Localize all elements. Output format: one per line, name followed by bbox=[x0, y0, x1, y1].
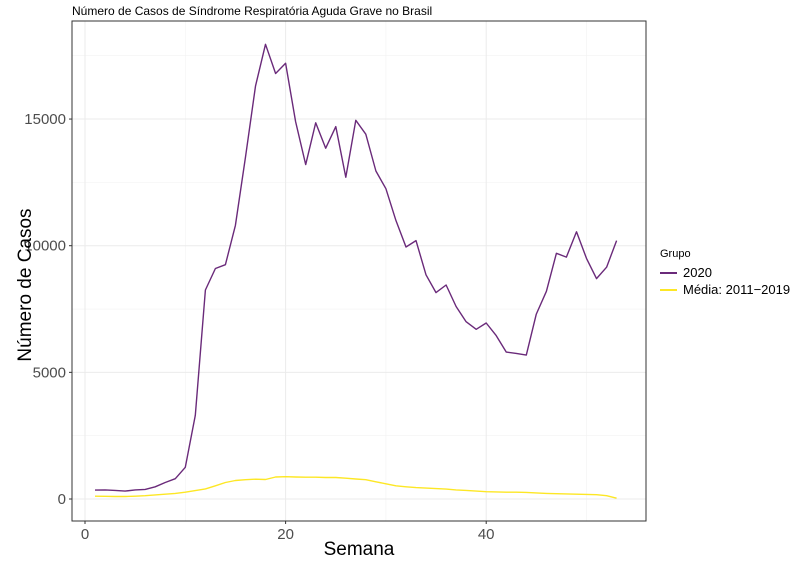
y-tick-label: 10000 bbox=[24, 238, 66, 255]
legend-label-2020: 2020 bbox=[683, 265, 712, 280]
series-line-media bbox=[94, 476, 617, 499]
x-tick-label: 40 bbox=[478, 526, 495, 543]
legend-swatch-media bbox=[660, 288, 677, 291]
grid-minor bbox=[72, 21, 646, 521]
x-axis-label: Semana bbox=[323, 539, 395, 560]
y-axis-label: Número de Casos bbox=[15, 208, 36, 362]
legend: Grupo 2020 Média: 2011−2019 bbox=[660, 248, 790, 298]
y-tick-label: 5000 bbox=[33, 364, 66, 381]
series-line-2020 bbox=[94, 43, 618, 492]
legend-item-2020: 2020 bbox=[660, 264, 790, 281]
legend-item-media: Média: 2011−2019 bbox=[660, 281, 790, 298]
grid-major bbox=[72, 21, 646, 521]
y-axis-ticks: 0 5000 10000 15000 bbox=[24, 111, 72, 508]
panel-border bbox=[71, 20, 647, 522]
x-tick-label: 20 bbox=[277, 526, 294, 543]
legend-title: Grupo bbox=[660, 248, 691, 260]
series-lines bbox=[94, 43, 618, 499]
x-tick-label: 0 bbox=[81, 526, 89, 543]
x-axis-ticks: 0 20 40 bbox=[81, 521, 495, 543]
chart-title: Número de Casos de Síndrome Respiratória… bbox=[72, 4, 433, 18]
y-tick-label: 15000 bbox=[24, 111, 66, 128]
panel-background bbox=[72, 21, 646, 521]
legend-label-media: Média: 2011−2019 bbox=[683, 282, 791, 297]
y-tick-label: 0 bbox=[58, 491, 66, 508]
legend-swatch-2020 bbox=[660, 271, 677, 274]
